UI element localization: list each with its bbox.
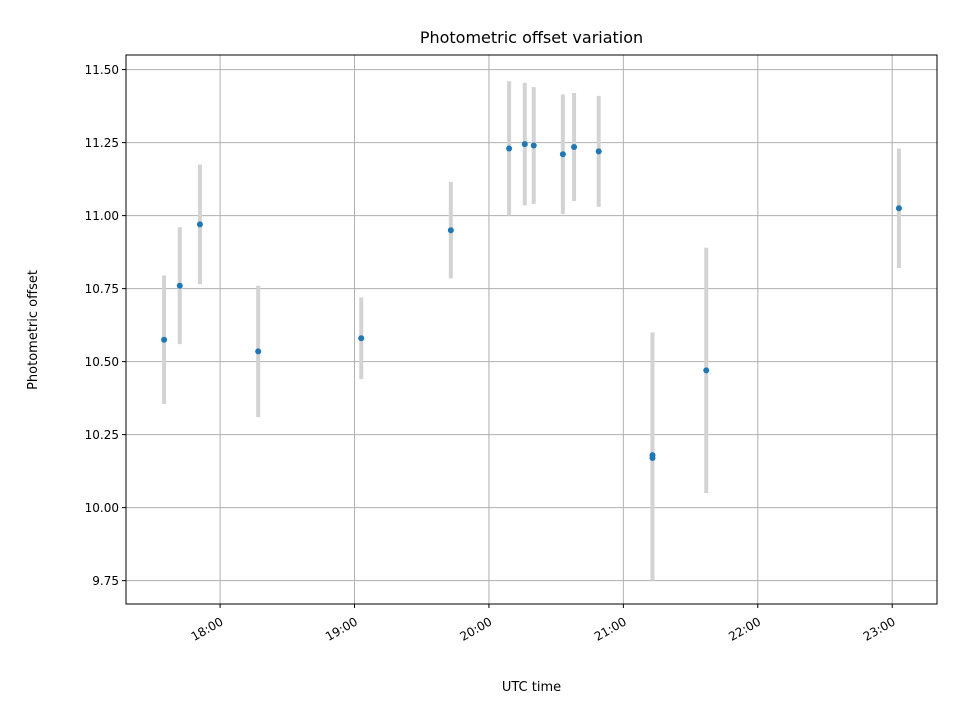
y-tick-label: 10.50 <box>85 355 119 369</box>
x-axis-label: UTC time <box>502 680 561 695</box>
y-tick-label: 11.00 <box>85 209 119 223</box>
data-point <box>255 348 262 355</box>
y-tick-label: 10.25 <box>85 428 119 442</box>
y-tick-label: 10.00 <box>85 501 119 515</box>
data-point <box>176 282 183 289</box>
data-point <box>895 205 902 212</box>
data-point <box>703 367 710 374</box>
grid <box>126 55 937 604</box>
data-point <box>161 336 168 343</box>
y-axis-label: Photometric offset <box>26 270 41 390</box>
y-axis-ticks: 9.75 10.00 10.25 10.50 10.75 11.00 11.25 11.50 <box>85 63 126 588</box>
data-point <box>447 227 454 234</box>
y-tick-label: 11.50 <box>85 63 119 77</box>
plot-frame <box>125 54 938 605</box>
data-point <box>571 143 578 150</box>
data-point <box>530 142 537 149</box>
data-point <box>595 148 602 155</box>
data-point <box>649 454 656 461</box>
data-point <box>358 335 365 342</box>
y-tick-label: 10.75 <box>85 282 119 296</box>
data-point <box>506 145 513 152</box>
y-tick-label: 11.25 <box>85 136 119 150</box>
chart-title: Photometric offset variation <box>420 28 643 47</box>
data-point <box>559 151 566 158</box>
data-point <box>521 141 528 148</box>
data-points <box>161 141 902 461</box>
data-point <box>196 221 203 228</box>
y-tick-label: 9.75 <box>92 574 119 588</box>
